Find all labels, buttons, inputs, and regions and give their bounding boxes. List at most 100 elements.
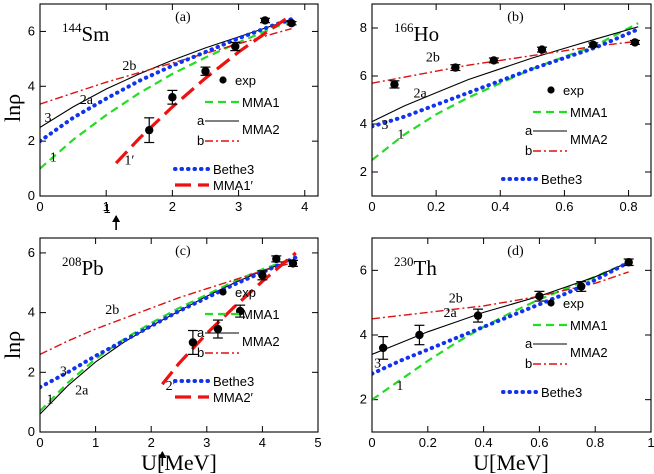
x-tick-label: 4 — [301, 199, 308, 214]
curve-label: 3 — [60, 364, 67, 379]
y-tick-label: 2 — [360, 392, 367, 407]
y-tick-label: 2 — [28, 133, 35, 148]
legend-a-label: a — [197, 325, 205, 340]
legend-bethe3-label: Bethe3 — [213, 374, 254, 389]
data-point — [489, 56, 499, 65]
legend-b-label: b — [197, 133, 204, 148]
curve-label: 2′ — [166, 379, 176, 394]
legend-exp-label: exp — [235, 285, 256, 300]
legend-a-label: a — [525, 123, 533, 138]
nucleus-label: 230Th — [394, 254, 437, 280]
curve-label: 2a — [413, 87, 427, 102]
x-tick-label: 3 — [203, 435, 210, 450]
data-point — [537, 45, 547, 54]
x-tick-label: 0.4 — [491, 199, 509, 214]
data-point — [390, 80, 399, 89]
legend-exp-label: exp — [235, 73, 256, 88]
x-tick-label: 0.4 — [475, 435, 493, 450]
panel-label: (c) — [175, 244, 191, 259]
nucleus-symbol: Th — [414, 256, 438, 280]
curve-label: 2a — [444, 306, 458, 321]
data-point — [188, 338, 198, 347]
y-tick-label: 6 — [360, 262, 367, 277]
nucleus-symbol: Sm — [82, 22, 110, 46]
x-tick-label: 1 — [103, 199, 110, 214]
legend-bethe3-label: Bethe3 — [541, 172, 582, 187]
y-tick-label: 8 — [360, 20, 367, 35]
data-point — [201, 67, 210, 76]
legend-bethe3-label: Bethe3 — [213, 162, 254, 177]
series-line — [372, 26, 639, 123]
curve-label: 2a — [75, 384, 89, 399]
data-point — [473, 311, 483, 320]
x-axis-label-right: U[MeV] — [473, 450, 549, 474]
series-line — [161, 251, 297, 386]
x-tick-label: 5 — [314, 435, 321, 450]
data-point — [378, 343, 388, 353]
x-arrow-head — [112, 215, 121, 222]
x-tick-label: 0 — [368, 199, 375, 214]
x-tick-label: 2 — [148, 435, 155, 450]
y-tick-label: 6 — [28, 245, 35, 260]
curve-label: 2a — [80, 93, 94, 108]
legend-a-label: a — [197, 113, 205, 128]
curve-label: 1 — [47, 393, 54, 408]
panel-label: (b) — [507, 10, 524, 25]
panel-a: 0 1 2 3 4024612a2b31′(a)144SmexpMMA1aMMA2bBe… — [28, 3, 319, 230]
legend-mma1-label: MMA1 — [242, 95, 280, 110]
x-tick-label: 0.6 — [555, 199, 573, 214]
series-group — [372, 22, 641, 161]
nucleus-label: 144Sm — [62, 20, 110, 46]
series-group — [40, 13, 294, 170]
y-tick-label: 6 — [28, 23, 35, 38]
y-axis-label-top: lnρ — [0, 94, 25, 122]
legend-mma1-label: MMA1 — [570, 105, 608, 120]
legend-mma1-label: MMA1 — [242, 307, 280, 322]
legend-mma2-label: MMA2 — [242, 122, 280, 137]
curve-label: 1 — [396, 379, 403, 394]
nucleus-mass: 208 — [62, 254, 82, 269]
curve-label: 2b — [426, 51, 440, 66]
series-line — [372, 40, 639, 84]
x-tick-label: 0.2 — [427, 199, 445, 214]
curve-label: 1 — [50, 151, 57, 166]
panel-b: 0 0.2 0.4 0.6 0.8 2 4 6 8 1 2a 2b 3 (b) 166Ho exp MMA1 a M… — [360, 3, 652, 214]
legend-b-label: b — [525, 143, 532, 158]
data-point — [630, 38, 640, 47]
curve-label: 3 — [374, 356, 381, 371]
data-point — [589, 40, 598, 49]
y-tick-label: 2 — [28, 364, 35, 379]
data-point — [415, 330, 424, 340]
data-point — [535, 292, 544, 301]
nucleus-symbol: Pb — [82, 256, 104, 280]
legend-a-label: a — [525, 336, 533, 351]
nucleus-mass: 144 — [62, 20, 82, 35]
y-tick-label: 4 — [360, 116, 367, 131]
series-line — [372, 22, 639, 161]
legend-exp-marker — [547, 299, 555, 307]
data-point — [451, 63, 460, 72]
x-tick-label: 0 — [368, 435, 375, 450]
series-line — [114, 13, 293, 165]
x-tick-label: 0.8 — [620, 199, 638, 214]
y-tick-label: 0 — [28, 188, 35, 203]
data-point — [624, 258, 633, 267]
legend-exp-marker — [219, 288, 227, 296]
panel-label: (a) — [175, 10, 191, 25]
panel-frame — [371, 3, 652, 197]
series-line — [40, 255, 298, 390]
x-arrow-head — [158, 451, 167, 458]
nucleus-label: 208Pb — [62, 254, 104, 280]
legend: exp MMA1 a MMA2 b Bethe3 — [501, 83, 608, 187]
panel-frame — [371, 237, 652, 433]
x-tick-label: 2 — [169, 199, 176, 214]
series-group — [40, 251, 298, 415]
legend-mma2-label: MMA2 — [570, 345, 608, 360]
x-tick-label: 3 — [235, 199, 242, 214]
nucleus-label: 166Ho — [394, 20, 439, 46]
y-tick-label: 4 — [360, 327, 367, 342]
x-tick-label: 1 — [92, 435, 99, 450]
